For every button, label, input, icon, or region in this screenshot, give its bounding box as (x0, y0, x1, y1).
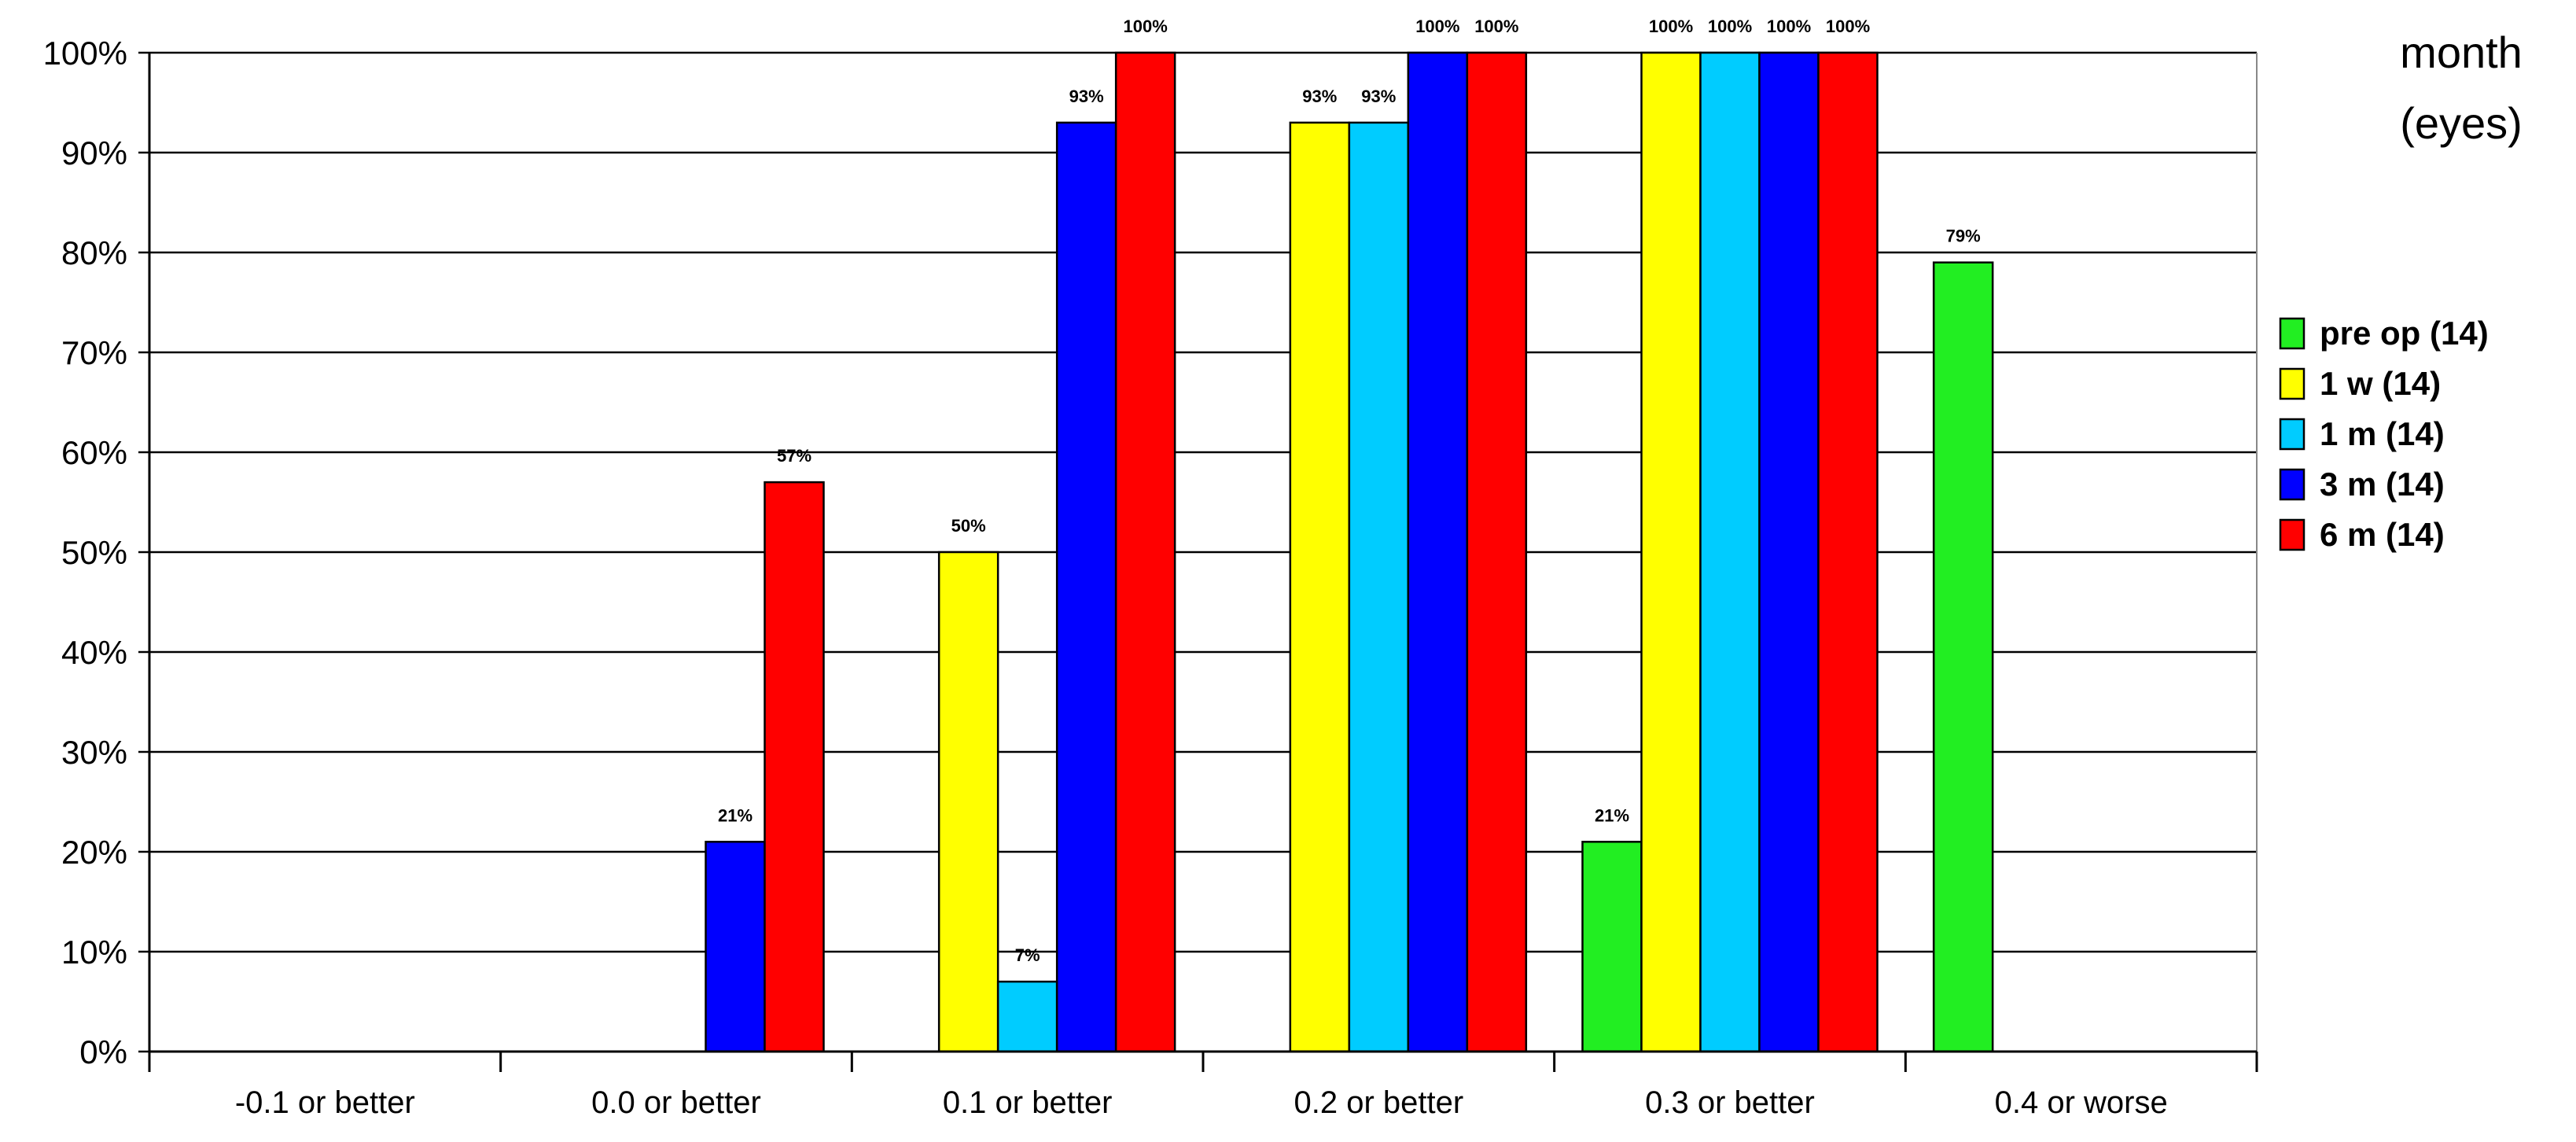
bar (1932, 261, 1994, 1053)
bar (1289, 121, 1351, 1053)
y-tick-label: 50% (61, 534, 127, 571)
bar-data-label: 21% (1595, 805, 1629, 825)
bar-data-label: 100% (1767, 17, 1811, 36)
bar (1640, 51, 1702, 1053)
y-tick-label: 30% (61, 734, 127, 771)
y-tick-label: 40% (61, 634, 127, 671)
y-tick-label: 90% (61, 134, 127, 171)
legend-title-line-2: (eyes) (2400, 98, 2523, 148)
bar (1055, 121, 1117, 1053)
legend-swatch (2279, 317, 2306, 350)
bar (1348, 121, 1410, 1053)
bar (1758, 51, 1820, 1053)
bar-data-label: 57% (777, 446, 811, 466)
legend-item-label: 1 w (14) (2320, 365, 2441, 402)
legend-item-label: 6 m (14) (2320, 516, 2445, 553)
bar (705, 841, 766, 1053)
bar (1466, 51, 1528, 1053)
bar (937, 551, 999, 1053)
y-tick-label: 20% (61, 834, 127, 871)
legend-item-label: 1 m (14) (2320, 415, 2445, 452)
bar (1407, 51, 1469, 1053)
x-category-label: 0.0 or better (591, 1085, 761, 1120)
bar-data-label: 21% (718, 805, 753, 825)
y-tick-label: 70% (61, 334, 127, 371)
x-category-label: 0.1 or better (943, 1085, 1113, 1120)
bar-data-label: 100% (1415, 17, 1459, 36)
legend-swatch (2279, 518, 2306, 551)
data-labels: 21% 57% 50% 7% 93% 100% 93% 93% 100% 100% 21% 100% 1… (718, 17, 1981, 965)
x-axis-categories: -0.1 or better 0.0 or better 0.1 or better… (148, 1052, 2258, 1120)
bar-data-label: 7% (1015, 945, 1040, 965)
x-category-label: -0.1 or better (235, 1085, 415, 1120)
gridlines (149, 51, 2257, 953)
y-tick-label: 60% (61, 434, 127, 471)
y-tick-label: 10% (61, 934, 127, 971)
legend-title-line-1: month (2400, 28, 2523, 77)
bar-data-label: 50% (951, 516, 986, 536)
y-tick-label: 100% (43, 35, 127, 72)
legend-item-label: 3 m (14) (2320, 466, 2445, 503)
legend-swatch (2279, 367, 2306, 400)
bar-data-label: 93% (1069, 87, 1104, 106)
bar-data-label: 93% (1361, 87, 1396, 106)
bar-data-label: 79% (1946, 227, 1981, 246)
y-axis-ticks: 0% 10% 20% 30% 40% 50% 60% 70% 80% 90% 100% (43, 35, 149, 1070)
y-tick-label: 0% (79, 1033, 127, 1070)
legend: month (eyes) pre op (14) 1 w (14) 1 m (14)… (2279, 28, 2523, 553)
x-category-label: 0.3 or better (1645, 1085, 1815, 1120)
legend-item-label: pre op (14) (2320, 315, 2489, 352)
bar-data-label: 100% (1708, 17, 1752, 36)
bar-data-label: 100% (1826, 17, 1870, 36)
x-category-label: 0.4 or worse (1995, 1085, 2168, 1120)
legend-swatch (2279, 468, 2306, 501)
bar (1699, 51, 1761, 1053)
bar-data-label: 100% (1649, 17, 1693, 36)
bar (1817, 51, 1879, 1053)
bar (1114, 51, 1176, 1053)
bar-data-label: 100% (1474, 17, 1518, 36)
x-category-label: 0.2 or better (1294, 1085, 1463, 1120)
bar-data-label: 93% (1302, 87, 1337, 106)
bar (764, 481, 825, 1053)
bar-data-label: 100% (1124, 17, 1168, 36)
legend-swatch (2279, 418, 2306, 451)
y-tick-label: 80% (61, 234, 127, 271)
bar (1581, 841, 1643, 1053)
bars (705, 51, 1994, 1053)
bar (996, 980, 1058, 1053)
